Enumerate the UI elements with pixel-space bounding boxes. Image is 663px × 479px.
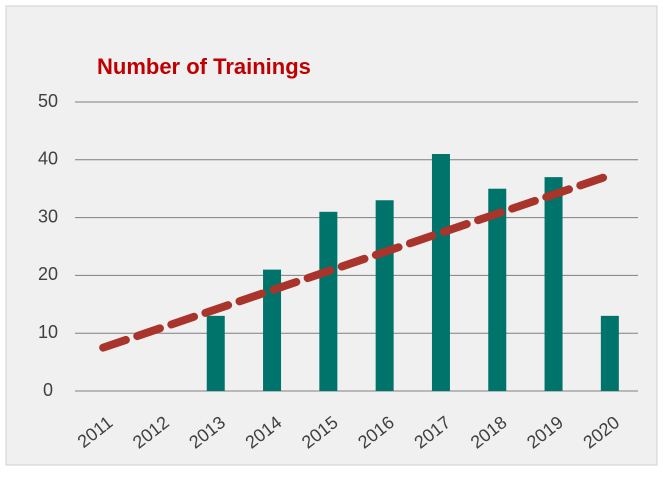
y-tick-label: 20	[38, 264, 58, 284]
bar	[544, 177, 563, 391]
bar	[206, 315, 225, 391]
y-tick-label: 30	[38, 206, 58, 226]
y-tick-label: 50	[38, 91, 58, 111]
bar	[488, 188, 507, 391]
bar	[263, 269, 282, 391]
y-tick-label: 10	[38, 322, 58, 342]
y-tick-label: 0	[43, 380, 53, 400]
bar	[319, 211, 338, 391]
bar	[375, 200, 394, 391]
trend-line	[99, 171, 614, 352]
chart-title: Number of Trainings	[97, 54, 311, 79]
bar	[600, 315, 619, 391]
bar	[431, 154, 450, 391]
y-tick-label: 40	[38, 149, 58, 169]
